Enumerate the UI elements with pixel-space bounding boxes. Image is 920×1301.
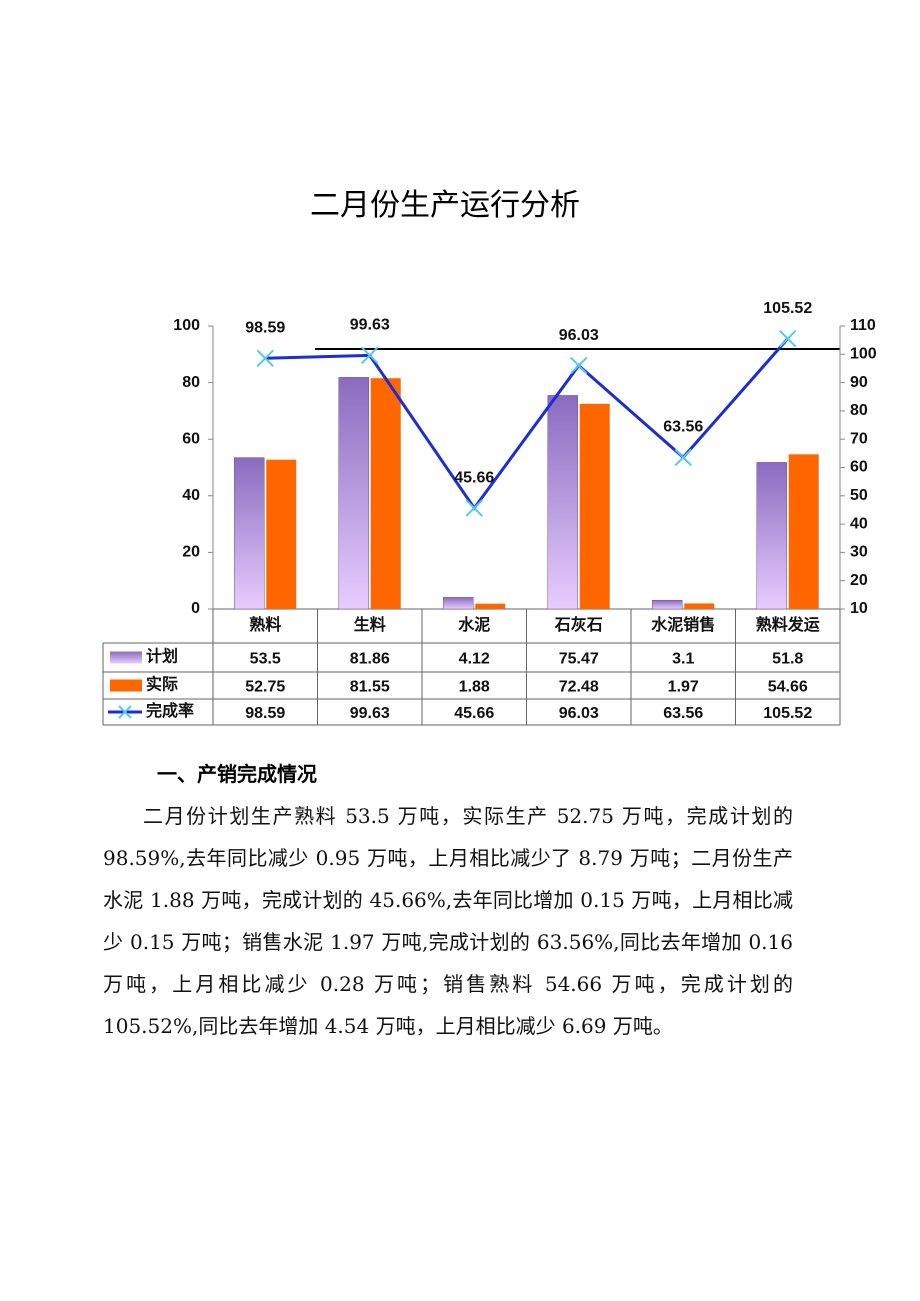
table-cell: 51.8 [772,651,803,668]
y2-tick-label: 10 [850,600,868,617]
bar [788,454,819,609]
y-tick-label: 60 [182,430,200,447]
table-cell: 1.88 [459,679,490,696]
table-cell: 75.47 [559,651,599,668]
y-tick-label: 80 [182,374,200,391]
bar [234,457,265,610]
bar [475,603,506,609]
legend-label: 实际 [146,675,178,694]
table-cell: 52.75 [245,679,285,696]
bar [652,599,683,610]
data-label: 99.63 [350,317,390,334]
table-cell: 53.5 [250,651,281,668]
document-title: 二月份生产运行分析 [310,188,580,223]
table-cell: 54.66 [768,679,808,696]
table-cell: 63.56 [663,705,703,722]
table-cell: 96.03 [559,705,599,722]
data-label: 96.03 [559,327,599,344]
legend-key [118,705,132,719]
x-tick-label: 石灰石 [554,615,603,634]
x-tick-label: 水泥 [458,615,490,634]
bar [338,377,369,610]
marker [674,448,692,467]
x-tick-label: 熟料发运 [756,615,820,634]
y2-tick-label: 90 [850,374,868,391]
bar [266,459,297,609]
bar [443,597,474,610]
table-cell: 105.52 [763,705,812,722]
y-tick-label: 100 [173,317,200,334]
legend-key [110,651,142,664]
marker [570,356,588,375]
marker [779,329,797,348]
y-tick-label: 40 [182,487,200,504]
table-cell: 4.12 [459,651,490,668]
legend-label: 计划 [146,647,178,666]
table-cell: 1.97 [668,679,699,696]
paragraph: 二月份计划生产熟料 53.5 万吨，实际生产 52.75 万吨，完成计划的 98… [103,804,793,1038]
x-tick-label: 生料 [354,615,386,634]
x-tick-label: 水泥销售 [651,615,715,634]
table-cell: 72.48 [559,679,599,696]
y2-tick-label: 110 [850,317,876,334]
table-cell: 3.1 [672,651,694,668]
y2-tick-label: 80 [850,402,868,419]
y-tick-label: 0 [191,600,200,617]
legend-key [110,679,142,692]
marker [465,499,483,517]
y2-tick-label: 100 [850,346,877,363]
y2-tick-label: 40 [850,515,868,532]
bar [547,395,578,610]
table-cell: 81.86 [350,651,390,668]
table-cell: 99.63 [350,705,390,722]
legend-label: 完成率 [146,701,194,720]
y2-tick-label: 60 [850,459,868,476]
y2-tick-label: 70 [850,430,868,447]
marker [361,346,379,365]
y2-tick-label: 50 [850,487,868,504]
y2-tick-label: 30 [850,544,868,561]
bar [579,403,610,609]
data-label: 98.59 [245,320,285,337]
data-label: 63.56 [663,419,703,436]
section-heading: 一、产销完成情况 [157,762,317,786]
table-cell: 45.66 [454,705,494,722]
bar [370,378,401,609]
bar [684,603,715,609]
chart: 0 20 40 60 80 100 10 20 30 40 50 60 70 80 90 100 110 98.5… [102,300,877,726]
bar [756,462,787,610]
line [265,337,789,511]
table-cell: 98.59 [245,705,285,722]
data-label: 45.66 [454,469,494,486]
marker [256,349,274,367]
y-tick-label: 20 [182,544,200,561]
table-cell: 81.55 [350,679,390,696]
y2-tick-label: 20 [850,572,868,589]
data-label: 105.52 [763,300,812,317]
x-tick-label: 熟料 [249,615,281,634]
